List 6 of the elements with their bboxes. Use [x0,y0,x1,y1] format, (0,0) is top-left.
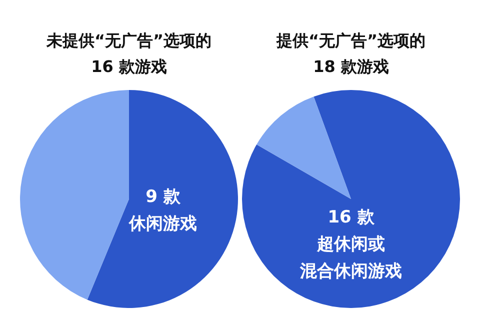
data-label: 16 款 [328,207,376,228]
data-label: 9 款 [146,186,182,207]
slice-label: 超休闲或混合休闲游戏 [299,234,402,282]
chart-title: 未提供“无广告”选项的 16 款游戏 [45,30,213,78]
slice-label: 休闲游戏 [128,214,197,234]
chart-title: 提供“无广告”选项的 18 款游戏 [275,30,427,78]
